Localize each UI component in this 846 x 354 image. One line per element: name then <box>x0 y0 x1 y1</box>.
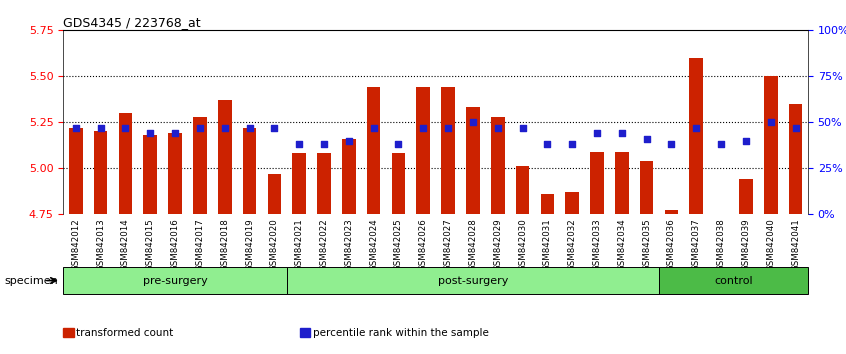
Text: GSM842029: GSM842029 <box>493 218 503 271</box>
Bar <box>491 116 504 214</box>
Text: GSM842032: GSM842032 <box>568 218 577 271</box>
Point <box>392 141 405 147</box>
Point <box>565 141 579 147</box>
Text: GSM842022: GSM842022 <box>320 218 328 271</box>
Bar <box>788 104 802 214</box>
Text: specimen: specimen <box>4 275 58 286</box>
Text: GSM842035: GSM842035 <box>642 218 651 271</box>
Text: GSM842021: GSM842021 <box>294 218 304 271</box>
Bar <box>94 131 107 214</box>
Bar <box>63 267 287 294</box>
Bar <box>689 58 703 214</box>
Text: GSM842014: GSM842014 <box>121 218 130 271</box>
Text: GSM842033: GSM842033 <box>592 218 602 271</box>
Point <box>466 119 480 125</box>
Point <box>788 125 802 131</box>
Bar <box>267 174 281 214</box>
Bar <box>69 128 83 214</box>
Text: GSM842016: GSM842016 <box>171 218 179 271</box>
Text: GSM842020: GSM842020 <box>270 218 279 271</box>
Text: GSM842038: GSM842038 <box>717 218 726 271</box>
Bar <box>591 152 604 214</box>
Bar <box>541 194 554 214</box>
Text: GSM842040: GSM842040 <box>766 218 775 271</box>
Point <box>516 125 530 131</box>
Text: GSM842019: GSM842019 <box>245 218 254 271</box>
Text: GSM842024: GSM842024 <box>369 218 378 271</box>
Text: GDS4345 / 223768_at: GDS4345 / 223768_at <box>63 16 201 29</box>
Bar <box>442 87 455 214</box>
Bar <box>615 152 629 214</box>
Text: GSM842041: GSM842041 <box>791 218 800 271</box>
Point <box>640 136 653 142</box>
Text: GSM842030: GSM842030 <box>518 218 527 271</box>
Text: GSM842012: GSM842012 <box>71 218 80 271</box>
Bar <box>287 267 659 294</box>
Bar <box>342 139 355 214</box>
Point <box>591 130 604 136</box>
Point <box>491 125 504 131</box>
Bar <box>317 153 331 214</box>
Point <box>367 125 381 131</box>
Text: post-surgery: post-surgery <box>437 275 508 286</box>
Point <box>342 138 355 143</box>
Bar <box>764 76 777 214</box>
Point <box>689 125 703 131</box>
Point <box>118 125 132 131</box>
Point <box>739 138 753 143</box>
Point <box>243 125 256 131</box>
Point <box>541 141 554 147</box>
Bar <box>218 100 232 214</box>
Bar <box>392 153 405 214</box>
Point <box>615 130 629 136</box>
Bar <box>516 166 530 214</box>
Text: GSM842027: GSM842027 <box>443 218 453 271</box>
Bar <box>466 107 480 214</box>
Point <box>416 125 430 131</box>
Text: GSM842034: GSM842034 <box>618 218 626 271</box>
Bar <box>118 113 132 214</box>
Point <box>94 125 107 131</box>
Point <box>665 141 678 147</box>
Point <box>218 125 232 131</box>
Bar <box>416 87 430 214</box>
Bar <box>565 192 579 214</box>
Point <box>442 125 455 131</box>
Text: GSM842026: GSM842026 <box>419 218 428 271</box>
Point <box>293 141 306 147</box>
Bar <box>665 211 678 214</box>
Bar <box>193 116 206 214</box>
Bar <box>739 179 753 214</box>
Text: pre-surgery: pre-surgery <box>143 275 207 286</box>
Point <box>317 141 331 147</box>
Text: GSM842039: GSM842039 <box>741 218 750 271</box>
Text: transformed count: transformed count <box>76 328 173 338</box>
Bar <box>640 161 653 214</box>
Text: GSM842031: GSM842031 <box>543 218 552 271</box>
Text: GSM842028: GSM842028 <box>469 218 477 271</box>
Point <box>764 119 777 125</box>
Text: GSM842023: GSM842023 <box>344 218 354 271</box>
Bar <box>243 128 256 214</box>
Text: GSM842015: GSM842015 <box>146 218 155 271</box>
Point <box>267 125 281 131</box>
Bar <box>659 267 808 294</box>
Bar <box>144 135 157 214</box>
Text: GSM842037: GSM842037 <box>692 218 700 271</box>
Bar <box>168 133 182 214</box>
Text: GSM842036: GSM842036 <box>667 218 676 271</box>
Point <box>193 125 206 131</box>
Text: GSM842017: GSM842017 <box>195 218 205 271</box>
Text: control: control <box>714 275 753 286</box>
Bar <box>293 153 306 214</box>
Text: percentile rank within the sample: percentile rank within the sample <box>313 328 489 338</box>
Bar <box>367 87 381 214</box>
Point <box>714 141 728 147</box>
Point <box>69 125 83 131</box>
Text: GSM842013: GSM842013 <box>96 218 105 271</box>
Text: GSM842025: GSM842025 <box>394 218 403 271</box>
Text: GSM842018: GSM842018 <box>220 218 229 271</box>
Point <box>168 130 182 136</box>
Point <box>144 130 157 136</box>
